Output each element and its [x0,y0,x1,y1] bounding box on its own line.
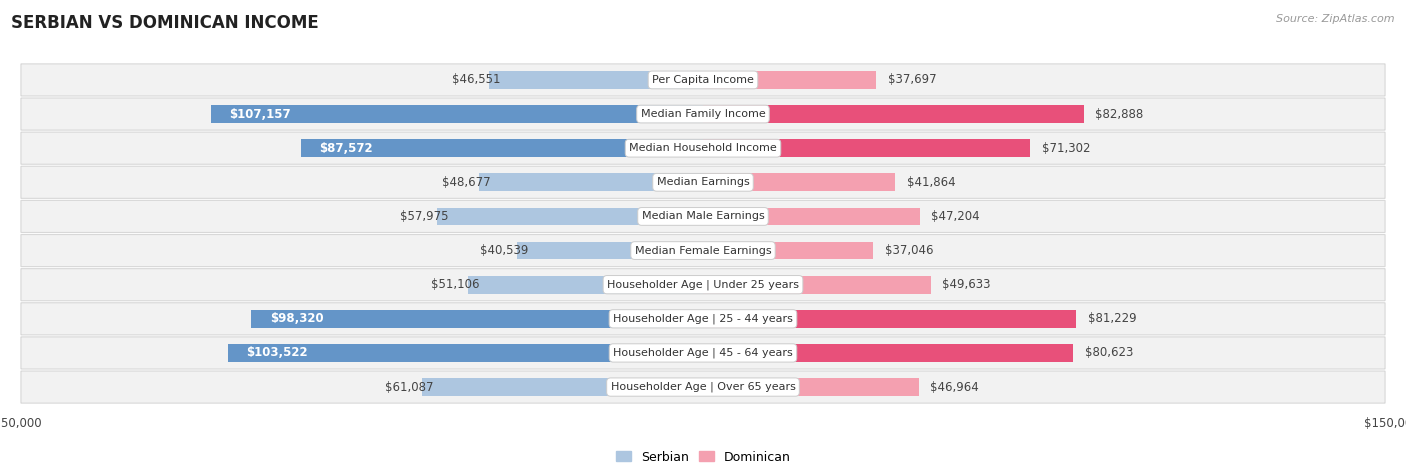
Bar [703,105,1084,123]
Legend: Serbian, Dominican: Serbian, Dominican [610,446,796,467]
Text: Householder Age | Under 25 years: Householder Age | Under 25 years [607,279,799,290]
Bar [489,71,703,89]
Text: Source: ZipAtlas.com: Source: ZipAtlas.com [1277,14,1395,24]
Bar [703,173,896,191]
Text: $57,975: $57,975 [399,210,449,223]
Text: Householder Age | Over 65 years: Householder Age | Over 65 years [610,382,796,392]
Text: $46,551: $46,551 [453,73,501,86]
Text: Median Female Earnings: Median Female Earnings [634,246,772,255]
Bar [228,344,703,362]
Bar [422,378,703,396]
Text: $51,106: $51,106 [432,278,479,291]
Text: $47,204: $47,204 [931,210,980,223]
Bar [517,242,703,260]
Bar [703,71,876,89]
Text: Median Earnings: Median Earnings [657,177,749,187]
Text: $40,539: $40,539 [479,244,529,257]
Text: $48,677: $48,677 [443,176,491,189]
Bar [703,310,1076,328]
Text: $41,864: $41,864 [907,176,956,189]
Text: $37,046: $37,046 [884,244,934,257]
Text: Per Capita Income: Per Capita Income [652,75,754,85]
Text: $107,157: $107,157 [229,107,291,120]
Text: $81,229: $81,229 [1088,312,1136,325]
Text: $98,320: $98,320 [270,312,323,325]
Text: $49,633: $49,633 [942,278,991,291]
Text: $82,888: $82,888 [1095,107,1143,120]
FancyBboxPatch shape [21,98,1385,130]
FancyBboxPatch shape [21,64,1385,96]
Bar [301,139,703,157]
Text: SERBIAN VS DOMINICAN INCOME: SERBIAN VS DOMINICAN INCOME [11,14,319,32]
Bar [468,276,703,294]
FancyBboxPatch shape [21,303,1385,335]
FancyBboxPatch shape [21,371,1385,403]
Text: Householder Age | 45 - 64 years: Householder Age | 45 - 64 years [613,348,793,358]
Text: Median Male Earnings: Median Male Earnings [641,212,765,221]
Bar [703,139,1031,157]
Text: $37,697: $37,697 [887,73,936,86]
Bar [703,242,873,260]
Text: $46,964: $46,964 [931,381,979,394]
Bar [437,207,703,225]
Text: $87,572: $87,572 [319,142,373,155]
Text: Householder Age | 25 - 44 years: Householder Age | 25 - 44 years [613,313,793,324]
Bar [252,310,703,328]
Text: $103,522: $103,522 [246,347,308,360]
FancyBboxPatch shape [21,337,1385,369]
Bar [703,344,1073,362]
Text: $61,087: $61,087 [385,381,434,394]
FancyBboxPatch shape [21,269,1385,301]
Text: Median Household Income: Median Household Income [628,143,778,153]
Bar [703,378,918,396]
Text: Median Family Income: Median Family Income [641,109,765,119]
Bar [479,173,703,191]
Bar [703,276,931,294]
Bar [211,105,703,123]
FancyBboxPatch shape [21,166,1385,198]
FancyBboxPatch shape [21,200,1385,233]
Text: $80,623: $80,623 [1085,347,1133,360]
Bar [703,207,920,225]
FancyBboxPatch shape [21,132,1385,164]
FancyBboxPatch shape [21,234,1385,267]
Text: $71,302: $71,302 [1042,142,1091,155]
